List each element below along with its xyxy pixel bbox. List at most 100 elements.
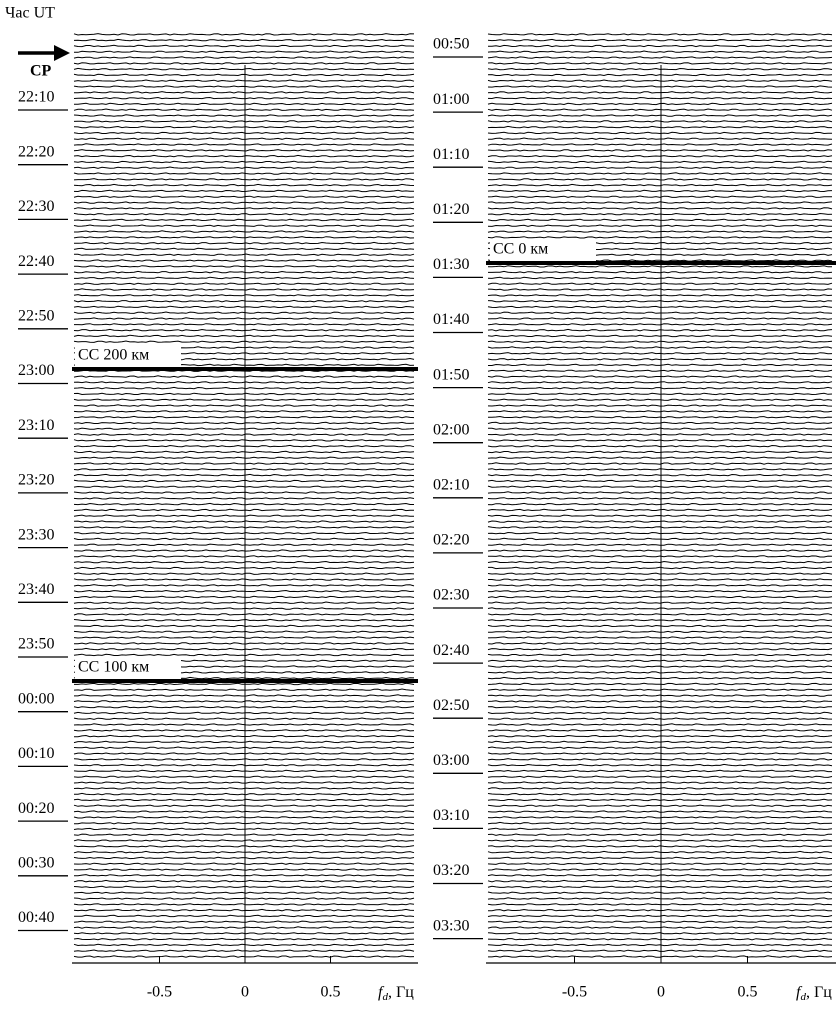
- label-bg: [16, 306, 68, 329]
- spectrum-trace: [487, 920, 833, 923]
- spectrum-trace: [73, 508, 415, 512]
- x-label-subscript: d: [382, 991, 388, 1003]
- spectrum-trace: [487, 526, 833, 529]
- spectrum-trace: [487, 439, 833, 442]
- spectrum-trace: [73, 879, 415, 883]
- spectrum-trace: [487, 659, 833, 662]
- time-label: 02:50: [433, 697, 469, 714]
- label-bg: [16, 470, 68, 493]
- x-tick-label: -0.5: [147, 984, 172, 1001]
- time-label: 03:20: [433, 862, 469, 879]
- spectrum-trace: [73, 44, 415, 48]
- spectrum-trace: [73, 601, 414, 604]
- spectrum-trace: [73, 160, 415, 164]
- spectrum-trace: [73, 497, 415, 500]
- spectrum-trace: [73, 270, 415, 274]
- spectrum-trace: [487, 613, 833, 616]
- spectrum-trace: [487, 787, 833, 790]
- spectrum-trace: [487, 740, 833, 744]
- spectrum-trace: [487, 352, 833, 355]
- spectrum-trace: [487, 462, 833, 465]
- spectrum-trace: [73, 908, 415, 912]
- spectrum-trace: [488, 137, 833, 140]
- spectrum-trace: [487, 305, 833, 309]
- spectrum-trace: [488, 415, 833, 419]
- spectrum-trace: [73, 485, 415, 488]
- spectrum-trace: [73, 392, 415, 396]
- time-label: 23:20: [18, 472, 54, 489]
- spectrum-trace: [487, 671, 833, 674]
- spectrum-trace: [73, 607, 415, 610]
- spectrum-trace: [73, 79, 415, 82]
- spectrum-trace: [73, 920, 415, 923]
- spectrum-trace: [487, 821, 833, 825]
- spectrum-trace: [73, 491, 415, 494]
- time-label: 03:00: [433, 752, 469, 769]
- time-label: 02:30: [433, 587, 469, 604]
- spectrum-trace: [73, 433, 415, 436]
- label-bg: [16, 252, 68, 275]
- spectrum-trace: [487, 456, 833, 459]
- spectrum-trace: [488, 589, 833, 593]
- spectrum-trace: [73, 688, 415, 691]
- spectrum-trace: [487, 73, 833, 77]
- spectrum-trace: [73, 282, 415, 285]
- time-label: 00:40: [18, 909, 54, 926]
- spectrum-trace: [487, 346, 833, 349]
- spectrum-trace: [487, 334, 833, 338]
- spectrum-trace: [73, 143, 415, 146]
- x-label-unit: , Гц: [806, 984, 832, 1001]
- spectrum-trace: [487, 33, 833, 36]
- spectrum-trace: [73, 38, 415, 42]
- label-bg: [431, 586, 483, 608]
- spectrum-trace: [73, 201, 415, 204]
- spectrum-trace: [487, 189, 833, 193]
- spectrum-trace: [487, 874, 833, 877]
- spectrum-trace: [73, 613, 415, 616]
- spectrum-trace: [487, 323, 833, 326]
- spectrum-trace: [488, 555, 833, 558]
- spectrum-trace: [487, 328, 833, 332]
- spectrum-trace: [487, 502, 833, 506]
- spectrum-trace: [487, 114, 833, 117]
- spectrum-trace: [73, 131, 415, 135]
- spectrum-trace: [73, 792, 415, 796]
- spectrum-trace: [487, 694, 832, 697]
- label-bg: [16, 525, 68, 548]
- spectrum-trace: [73, 717, 415, 720]
- spectrum-trace: [73, 833, 415, 836]
- spectrum-trace: [487, 723, 832, 726]
- spectrum-trace: [487, 914, 833, 918]
- x-label-symbol: f: [378, 984, 385, 1001]
- spectrum-trace: [73, 804, 414, 807]
- label-bg: [16, 689, 68, 712]
- spectrum-trace: [73, 381, 415, 384]
- spectrum-trace: [487, 427, 833, 430]
- spectrum-trace: [487, 572, 833, 575]
- spectrum-trace: [487, 288, 833, 291]
- spectrum-trace: [73, 752, 415, 755]
- spectrum-trace: [73, 584, 415, 587]
- spectrum-trace: [73, 473, 415, 477]
- spectrum-trace: [73, 636, 415, 639]
- time-label: 23:50: [18, 636, 54, 653]
- spectrum-trace: [74, 230, 415, 233]
- spectrum-trace: [487, 392, 833, 396]
- spectrum-trace: [73, 653, 414, 657]
- spectrum-trace: [487, 752, 833, 755]
- spectrum-trace: [73, 444, 415, 448]
- spectrum-trace: [487, 705, 833, 709]
- label-bg: [431, 420, 483, 443]
- spectrum-trace: [73, 73, 415, 77]
- time-label: 01:30: [433, 256, 469, 273]
- spectrum-trace: [73, 537, 415, 541]
- spectrum-trace: [73, 618, 415, 622]
- spectrum-trace: [487, 340, 833, 343]
- spectrum-trace: [487, 549, 833, 552]
- spectrum-trace: [73, 781, 415, 784]
- spectrum-trace: [73, 734, 415, 738]
- spectrum-trace: [487, 497, 833, 500]
- spectrum-trace: [73, 798, 415, 802]
- label-bg: [16, 744, 68, 767]
- spectrum-trace: [73, 578, 415, 581]
